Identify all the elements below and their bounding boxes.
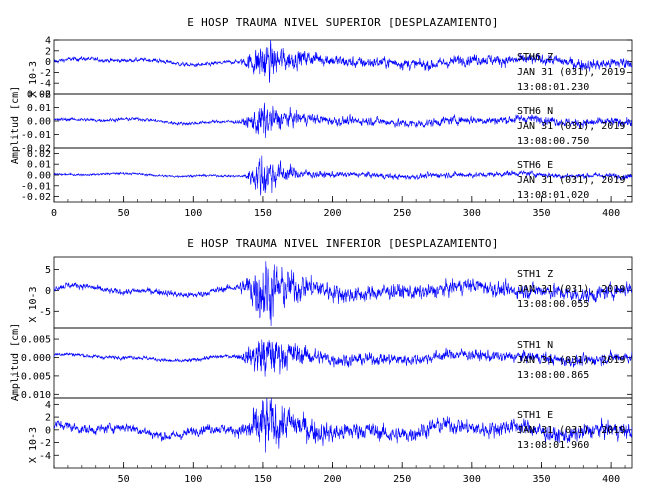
x-tick-label: 0: [51, 208, 57, 219]
station-label: STH1 Z: [517, 269, 553, 280]
seismic-trace: [53, 102, 633, 139]
scale-label: X 10-3: [28, 286, 39, 322]
date-label: JAN 31 (031), 2019: [517, 355, 625, 366]
y-tick-label: 0.01: [27, 103, 51, 114]
date-label: JAN 31 (031), 2019: [517, 175, 625, 186]
x-tick-label: 200: [324, 208, 342, 219]
seismic-trace: [53, 39, 633, 83]
y-tick-label: 0: [45, 57, 51, 68]
y-tick-label: 0: [45, 286, 51, 297]
y-tick-label: -6: [39, 90, 51, 101]
y-tick-label: -0.02: [21, 192, 51, 203]
x-tick-label: 300: [463, 474, 481, 485]
y-tick-label: 2: [45, 46, 51, 57]
x-tick-label: 350: [532, 208, 550, 219]
station-label: STH6 Z: [517, 52, 553, 63]
date-label: JAN 31 (031), 2019: [517, 121, 625, 132]
time-label: 13:08:00.750: [517, 136, 589, 147]
x-tick-label: 150: [254, 208, 272, 219]
x-tick-label: 250: [393, 474, 411, 485]
seismic-trace: [53, 155, 633, 196]
station-label: STH1 E: [517, 410, 553, 421]
x-tick-label: 200: [324, 474, 342, 485]
y-tick-label: -2: [39, 438, 51, 449]
x-tick-label: 50: [118, 208, 130, 219]
y-tick-label: 4: [45, 36, 51, 47]
y-tick-label: 0.02: [27, 149, 51, 160]
station-label: STH6 E: [517, 160, 553, 171]
y-tick-label: 0.00: [27, 117, 51, 128]
y-tick-label: 2: [45, 413, 51, 424]
x-tick-label: 300: [463, 208, 481, 219]
x-tick-label: 100: [184, 208, 202, 219]
y-tick-label: 4: [45, 400, 51, 411]
y-tick-label: -5: [39, 307, 51, 318]
y-tick-label: -0.01: [21, 181, 51, 192]
y-tick-label: 0: [45, 425, 51, 436]
date-label: JAN 31 (031), 2019: [517, 425, 625, 436]
y-tick-label: 0.02: [27, 90, 51, 101]
scale-label: X 10-3: [28, 61, 39, 97]
y-tick-label: -2: [39, 68, 51, 79]
y-tick-label: -4: [39, 451, 51, 462]
time-label: 13:08:01.960: [517, 440, 589, 451]
y-tick-label: -0.01: [21, 130, 51, 141]
time-label: 13:08:01.020: [517, 190, 589, 201]
x-tick-label: 400: [602, 474, 620, 485]
time-label: 13:08:01.230: [517, 82, 589, 93]
y-tick-label: -4: [39, 79, 51, 90]
station-label: STH1 N: [517, 340, 553, 351]
y-tick-label: 0.005: [21, 335, 51, 346]
seismic-trace: [53, 261, 633, 327]
y-tick-label: 5: [45, 265, 51, 276]
panel-frame: [53, 397, 633, 469]
y-axis-label: Amplitud [cm]: [10, 86, 21, 164]
scale-label: X 10-3: [28, 427, 39, 463]
y-tick-label: 0.000: [21, 353, 51, 364]
x-tick-label: 350: [532, 474, 550, 485]
y-tick-label: -0.010: [15, 390, 51, 401]
y-axis-label: Amplitud [cm]: [10, 323, 21, 401]
seismic-trace: [53, 339, 633, 377]
x-tick-label: 400: [602, 208, 620, 219]
x-tick-label: 150: [254, 474, 272, 485]
x-tick-label: 100: [184, 474, 202, 485]
time-label: 13:08:00.055: [517, 299, 589, 310]
x-tick-label: 50: [118, 474, 130, 485]
y-tick-label: -0.005: [15, 371, 51, 382]
seismic-trace: [53, 397, 633, 453]
chart-title: E HOSP TRAUMA NIVEL INFERIOR [DESPLAZAMI…: [187, 237, 499, 250]
date-label: JAN 31 (031), 2019: [517, 67, 625, 78]
time-label: 13:08:00.865: [517, 370, 589, 381]
y-tick-label: 0.00: [27, 171, 51, 182]
date-label: JAN 31 (031), 2019: [517, 284, 625, 295]
x-tick-label: 250: [393, 208, 411, 219]
y-tick-label: -0.02: [21, 144, 51, 155]
y-tick-label: 0.01: [27, 160, 51, 171]
chart-title: E HOSP TRAUMA NIVEL SUPERIOR [DESPLAZAMI…: [187, 16, 499, 29]
station-label: STH6 N: [517, 106, 553, 117]
